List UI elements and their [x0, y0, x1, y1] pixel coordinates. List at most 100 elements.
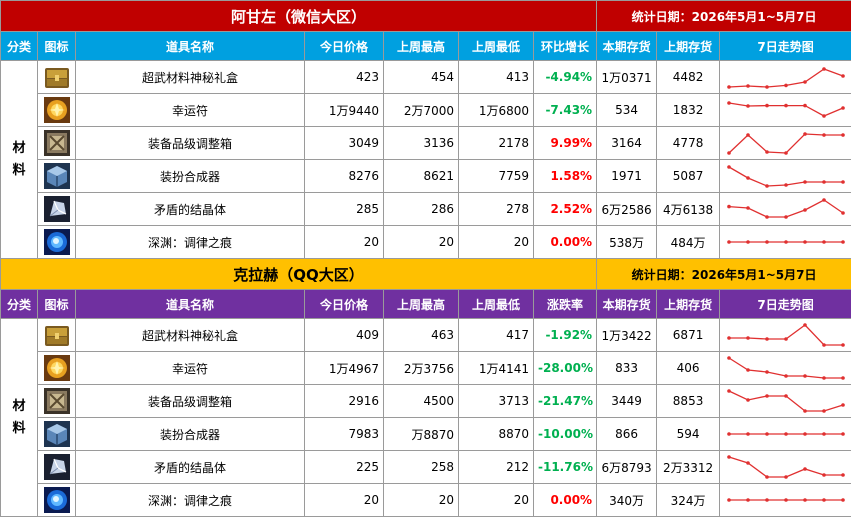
trend-cell	[719, 93, 851, 127]
box-icon	[43, 130, 70, 156]
category-cell: 材料	[0, 60, 38, 259]
table-row: 装备品级调整箱 2916 4500 3713 -21.47% 3449 8853	[1, 384, 851, 418]
crystal-icon	[43, 196, 70, 222]
trend-point	[803, 432, 807, 436]
last-week-high: 20	[383, 483, 459, 517]
trend-cell	[719, 351, 851, 385]
chest-icon	[44, 326, 69, 346]
last-week-low: 278	[458, 192, 534, 226]
trend-sparkline	[727, 198, 845, 219]
item-name: 装备品级调整箱	[75, 384, 305, 418]
last-week-high: 20	[383, 225, 459, 259]
header-last-week-high: 上周最高	[383, 289, 459, 319]
item-name: 装备品级调整箱	[75, 126, 305, 160]
trend-point	[803, 80, 807, 84]
today-price: 423	[304, 60, 384, 94]
table-row: 深渊：调律之痕 20 20 20 0.00% 538万 484万	[1, 225, 851, 259]
today-price: 2916	[304, 384, 384, 418]
trend-line	[728, 456, 844, 478]
trend-cell	[719, 225, 851, 259]
header-icon: 图标	[37, 31, 76, 61]
trend-point	[822, 409, 826, 413]
item-icon-cell	[37, 450, 76, 484]
trend-point	[727, 151, 731, 155]
table-row: 幸运符 1万4967 2万3756 1万4141 -28.00% 833 406	[1, 351, 851, 385]
trend-point	[822, 343, 826, 347]
today-price: 1万4967	[304, 351, 384, 385]
change-rate: -11.76%	[532, 450, 598, 484]
trend-point	[746, 240, 750, 244]
category-char: 材	[12, 140, 26, 156]
category-char: 材	[12, 398, 26, 414]
item-icon-cell	[37, 384, 76, 418]
trend-sparkline	[727, 498, 845, 502]
trend-point	[727, 85, 731, 89]
trend-point	[784, 240, 788, 244]
last-week-high: 463	[383, 318, 459, 352]
change-rate: -10.00%	[532, 417, 598, 451]
trend-cell	[719, 60, 851, 94]
trend-cell	[719, 384, 851, 418]
section-title-row: 阿甘左（微信大区） 统计日期：2026年5月1~5月7日	[0, 0, 851, 32]
trend-point	[784, 475, 788, 479]
trend-sparkline	[727, 389, 845, 413]
last-week-low: 8870	[458, 417, 534, 451]
trend-point	[803, 132, 807, 136]
previous-stock: 6871	[656, 318, 721, 352]
today-price: 285	[304, 192, 384, 226]
table-row: 幸运符 1万9440 2万7000 1万6800 -7.43% 534 1832	[1, 93, 851, 127]
trend-point	[727, 336, 731, 340]
category-char: 料	[12, 162, 26, 178]
trend-point	[822, 376, 826, 380]
header-change-rate: 涨跌率	[532, 289, 598, 319]
header-category: 分类	[0, 289, 38, 319]
today-price: 225	[304, 450, 384, 484]
column-header-row: 分类 图标 道具名称 今日价格 上周最高 上周最低 环比增长 本期存货 上期存货 7日走势图	[0, 31, 851, 61]
trend-point	[841, 376, 845, 380]
trend-cell	[719, 450, 851, 484]
trend-point	[841, 240, 845, 244]
header-previous-stock: 上期存货	[656, 31, 721, 61]
orb-icon	[43, 487, 70, 513]
trend-point	[727, 455, 731, 459]
header-change-rate: 环比增长	[532, 31, 598, 61]
trend-sparkline	[727, 356, 845, 380]
previous-stock: 4万6138	[656, 192, 721, 226]
change-rate: 2.52%	[532, 192, 598, 226]
trend-line	[729, 199, 844, 218]
item-name: 深渊：调律之痕	[75, 225, 305, 259]
trend-point	[765, 103, 769, 108]
last-week-high: 454	[383, 60, 459, 94]
table-row: 矛盾的结晶体 285 286 278 2.52% 6万2586 4万6138	[1, 192, 851, 226]
table-row: 矛盾的结晶体 225 258 212 -11.76% 6万8793 2万3312	[1, 450, 851, 484]
last-week-high: 2万7000	[383, 93, 459, 127]
orb-icon	[43, 229, 70, 255]
table-row: 材料 超武材料神秘礼盒 409 463 417 -1.92% 1万3422 6871	[0, 318, 851, 517]
item-name: 超武材料神秘礼盒	[75, 60, 305, 94]
trend-point	[746, 368, 750, 372]
trend-point	[803, 240, 807, 244]
trend-point	[746, 133, 750, 137]
trend-sparkline	[727, 132, 845, 155]
trend-point	[765, 370, 769, 374]
previous-stock: 484万	[656, 225, 721, 259]
section-title-row: 克拉赫（QQ大区） 统计日期：2026年5月1~5月7日	[0, 258, 851, 290]
change-rate: -4.94%	[532, 60, 598, 94]
header-7day-trend: 7日走势图	[719, 31, 851, 61]
table-row: 装扮合成器 8276 8621 7759 1.58% 1971 5087	[1, 159, 851, 193]
item-name: 幸运符	[75, 93, 305, 127]
trend-point	[784, 183, 788, 187]
last-week-high: 286	[383, 192, 459, 226]
change-rate: 0.00%	[532, 225, 598, 259]
trend-point	[841, 432, 845, 436]
table-row: 装扮合成器 7983 万8870 8870 -10.00% 866 594	[1, 417, 851, 451]
trend-point	[765, 184, 769, 188]
current-stock: 3164	[596, 126, 658, 160]
last-week-low: 1万4141	[458, 351, 534, 385]
trend-point	[841, 133, 845, 137]
chest-icon	[44, 68, 69, 88]
change-rate: 0.00%	[532, 483, 598, 517]
trend-point	[841, 211, 845, 215]
last-week-high: 8621	[383, 159, 459, 193]
